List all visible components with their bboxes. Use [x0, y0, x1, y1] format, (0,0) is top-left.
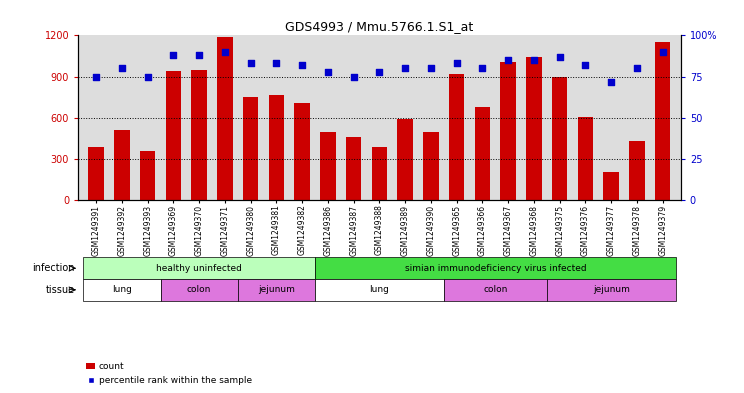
Bar: [217, 37, 233, 200]
Point: [373, 68, 385, 75]
Point: [554, 54, 565, 60]
Text: jejunum: jejunum: [258, 285, 295, 294]
Bar: [449, 74, 464, 200]
Bar: [295, 103, 310, 200]
Point: [528, 57, 540, 63]
Text: lung: lung: [370, 285, 389, 294]
Bar: [552, 77, 568, 200]
Point: [219, 49, 231, 55]
Point: [245, 60, 257, 66]
Point: [296, 62, 308, 68]
Bar: [191, 70, 207, 200]
Bar: [423, 132, 439, 200]
Bar: [89, 147, 104, 200]
Point: [193, 52, 205, 58]
Point: [271, 60, 283, 66]
Bar: [140, 151, 155, 200]
Point: [476, 65, 488, 72]
Bar: [346, 137, 362, 200]
Text: colon: colon: [187, 285, 211, 294]
Bar: [269, 94, 284, 200]
Bar: [501, 61, 516, 200]
Bar: [629, 141, 645, 200]
Point: [657, 49, 669, 55]
Text: healthy uninfected: healthy uninfected: [156, 264, 242, 273]
Point: [631, 65, 643, 72]
Text: simian immunodeficiency virus infected: simian immunodeficiency virus infected: [405, 264, 586, 273]
Text: infection: infection: [32, 263, 74, 273]
Bar: [114, 130, 129, 200]
Point: [347, 73, 359, 80]
Point: [116, 65, 128, 72]
Title: GDS4993 / Mmu.5766.1.S1_at: GDS4993 / Mmu.5766.1.S1_at: [285, 20, 474, 33]
Point: [141, 73, 153, 80]
Bar: [655, 42, 670, 200]
Point: [322, 68, 334, 75]
Point: [167, 52, 179, 58]
Bar: [320, 132, 336, 200]
Text: colon: colon: [483, 285, 507, 294]
Point: [580, 62, 591, 68]
Point: [502, 57, 514, 63]
Text: tissue: tissue: [45, 285, 74, 295]
Bar: [526, 57, 542, 200]
Text: lung: lung: [112, 285, 132, 294]
Point: [606, 79, 618, 85]
Bar: [397, 119, 413, 200]
Bar: [603, 171, 619, 200]
Legend: count, percentile rank within the sample: count, percentile rank within the sample: [83, 359, 256, 389]
Bar: [243, 97, 258, 200]
Text: jejunum: jejunum: [593, 285, 629, 294]
Bar: [578, 116, 593, 200]
Point: [425, 65, 437, 72]
Bar: [372, 147, 387, 200]
Point: [90, 73, 102, 80]
Point: [451, 60, 463, 66]
Bar: [475, 107, 490, 200]
Point: [400, 65, 411, 72]
Bar: [166, 71, 181, 200]
